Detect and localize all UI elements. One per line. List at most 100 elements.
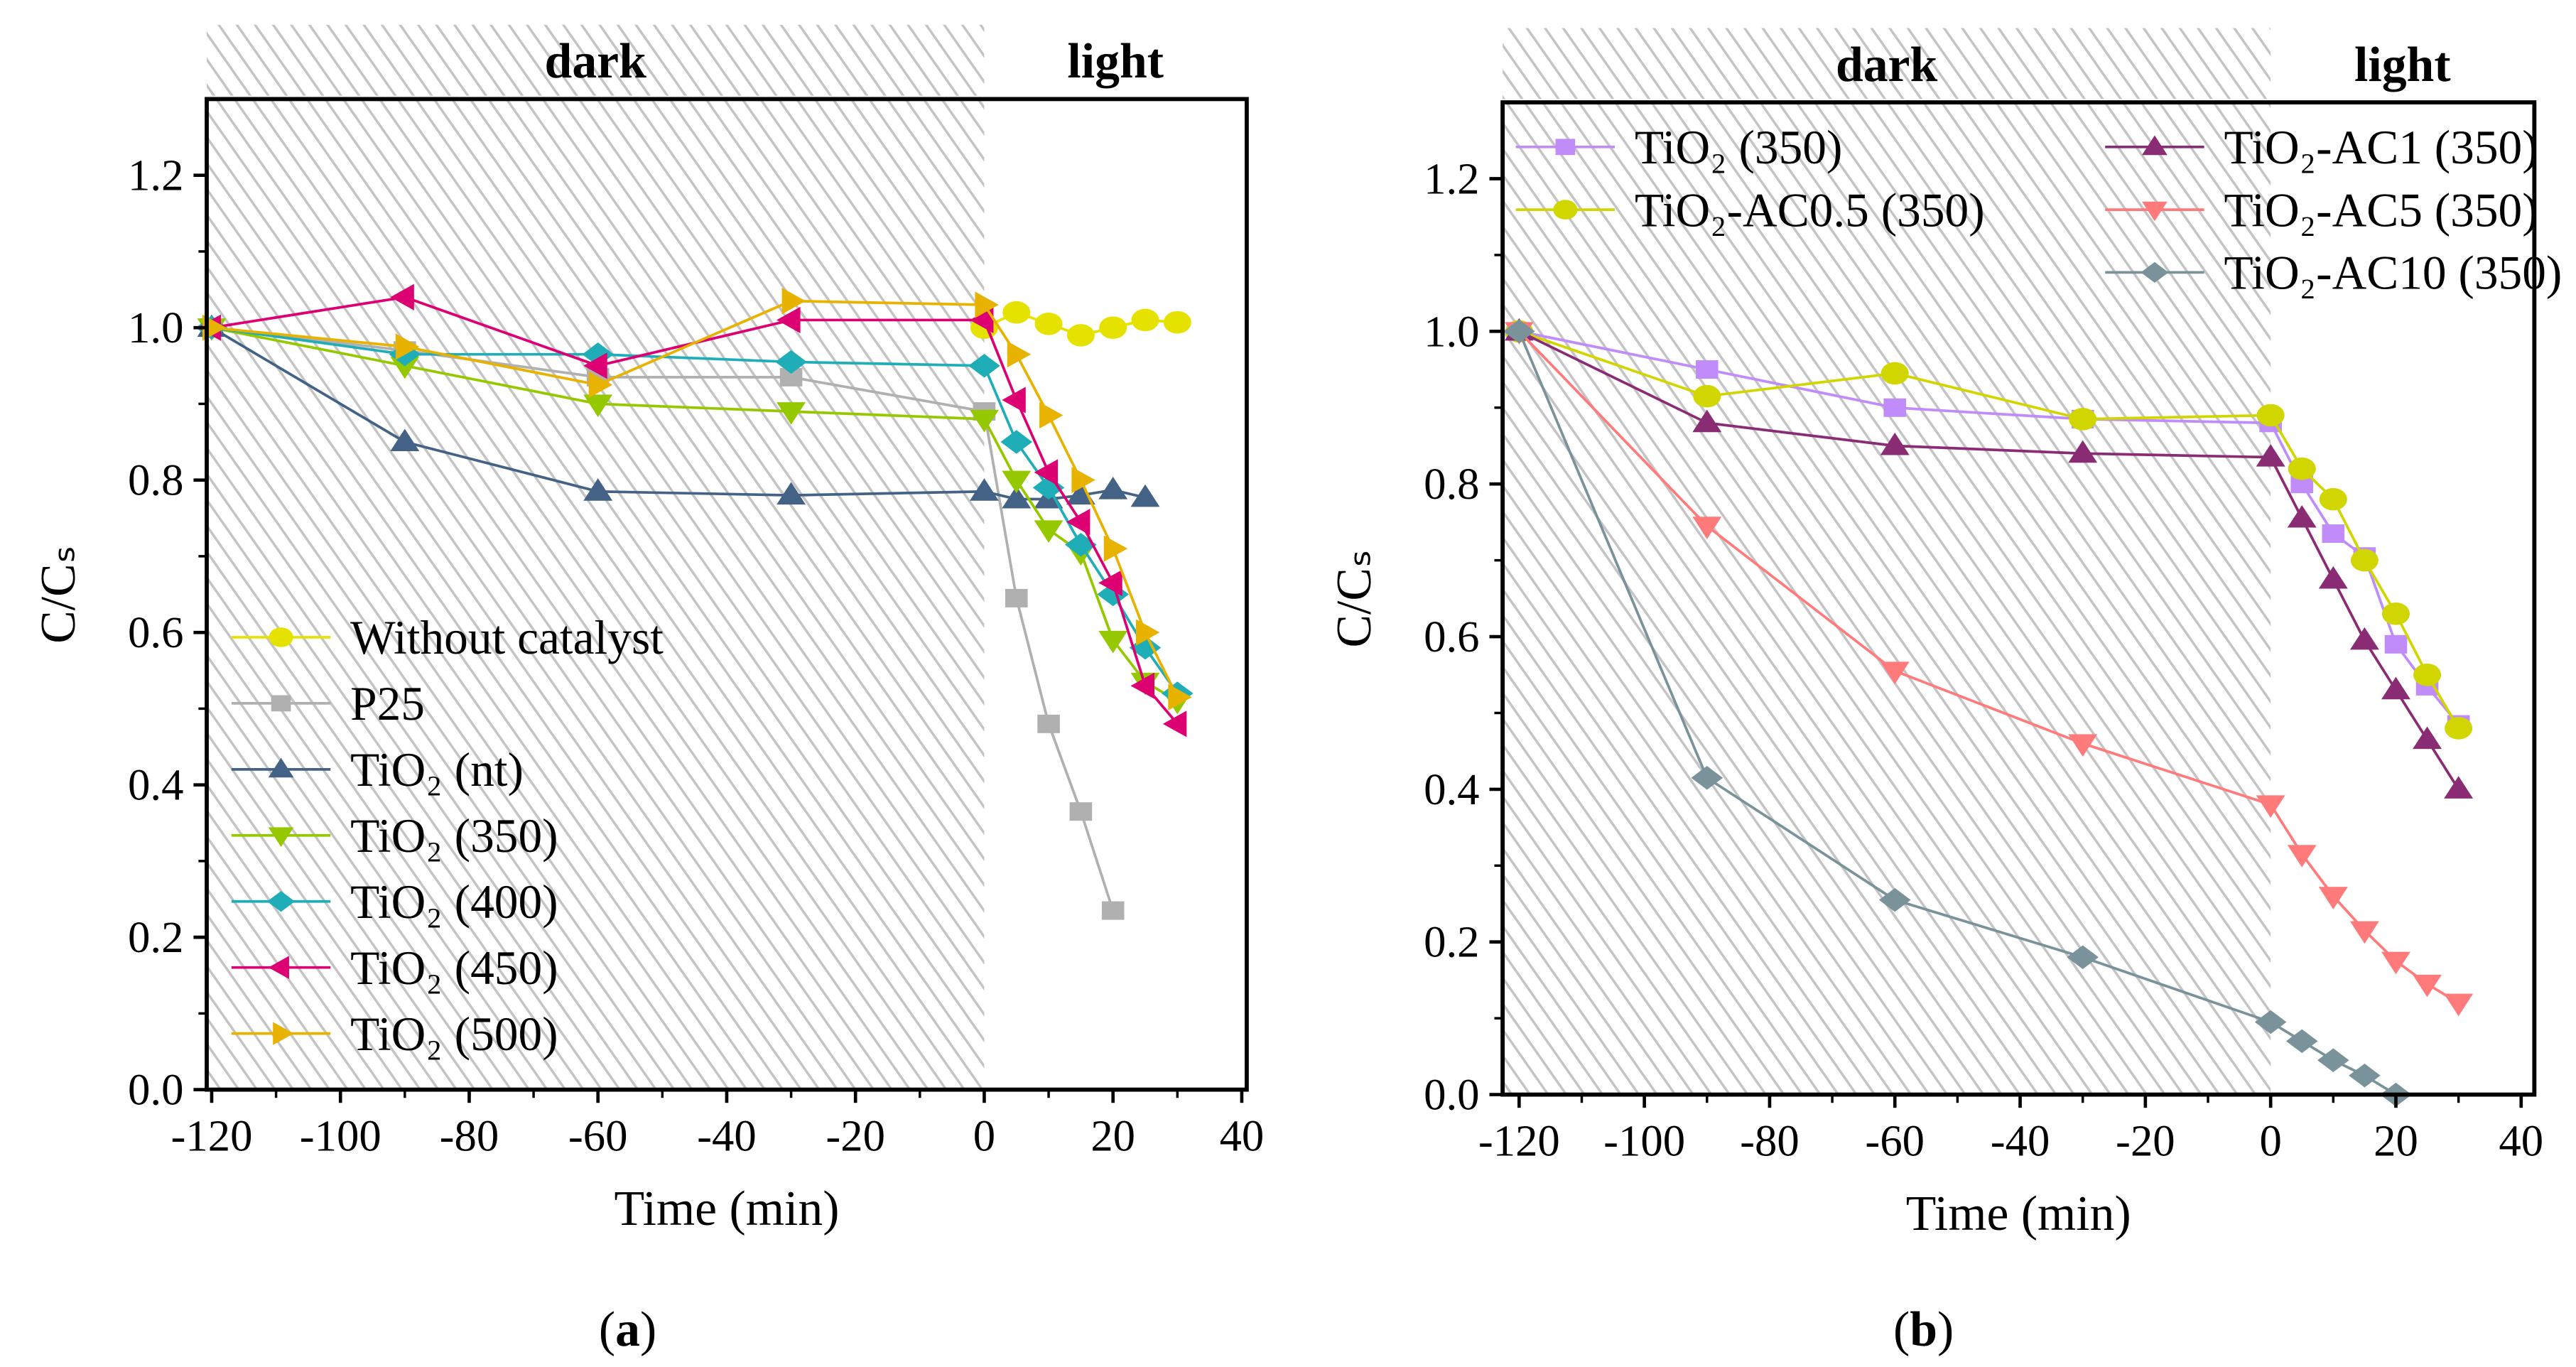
legend-marker: [269, 627, 293, 647]
data-point: [2384, 634, 2408, 654]
data-point: [2444, 993, 2474, 1017]
x-tick-label: -40: [697, 1111, 757, 1161]
data-point: [1098, 630, 1128, 654]
x-tick-label: -20: [2116, 1116, 2175, 1166]
y-tick-label: 1.2: [1424, 153, 1479, 203]
x-tick-label: -40: [1991, 1116, 2050, 1166]
legend-label: TiO₂ (350): [1635, 121, 1842, 174]
data-point: [1692, 517, 1722, 539]
data-point: [1098, 569, 1122, 597]
data-point: [1007, 341, 1032, 368]
data-point: [2349, 627, 2379, 650]
y-tick-label: 1.0: [1424, 306, 1479, 356]
data-point: [1883, 398, 1907, 417]
data-point: [2256, 404, 2285, 427]
data-point: [781, 288, 806, 315]
legend: TiO₂ (350) TiO₂-AC0.5 (350) TiO₂-AC1 (350)…: [1515, 121, 2562, 300]
data-point: [1692, 409, 1722, 433]
data-point: [588, 372, 613, 399]
legend-marker: [267, 891, 296, 912]
data-point: [1098, 477, 1128, 499]
legend-label: TiO₂ (400): [350, 875, 558, 929]
y-tick-label: 1.2: [128, 151, 183, 200]
legend-item: TiO₂-AC10 (350): [2105, 247, 2562, 300]
x-tick-label: 0: [2259, 1116, 2281, 1166]
data-point: [1103, 535, 1128, 562]
data-point: [1002, 485, 1032, 509]
data-point: [1880, 432, 1910, 455]
data-point: [1002, 470, 1032, 494]
legend-item: TiO₂ (500): [231, 1007, 558, 1061]
data-point: [1131, 308, 1159, 332]
data-point: [969, 409, 999, 433]
x-tick-label: -120: [171, 1111, 252, 1161]
legend: Without catalyst P25 TiO₂ (nt) TiO₂ (350) Ti…: [231, 611, 664, 1061]
data-point: [776, 306, 801, 334]
y-tick-label: 0.6: [1424, 612, 1479, 661]
x-tick-label: 20: [2374, 1116, 2418, 1166]
legend-marker: [2142, 135, 2168, 156]
y-tick-label: 0.8: [128, 455, 183, 505]
data-point: [390, 283, 414, 310]
data-point: [2444, 776, 2474, 799]
data-point: [1034, 520, 1064, 543]
y-tick-label: 0.4: [128, 760, 183, 810]
x-axis-label: Time (min): [1906, 1187, 2131, 1241]
data-point: [1693, 384, 1721, 408]
data-point: [1066, 509, 1091, 536]
data-point: [1066, 482, 1095, 505]
legend-label: TiO₂ (350): [350, 809, 558, 863]
x-tick-label: 40: [2499, 1116, 2543, 1166]
data-point: [776, 482, 806, 505]
region-label-dark: dark: [545, 34, 647, 89]
legend-marker: [273, 1022, 294, 1045]
y-axis-label: C/Cₛ: [1327, 549, 1382, 647]
x-tick-label: -80: [440, 1111, 499, 1161]
y-tick-label: 0.2: [128, 912, 183, 962]
legend-label: P25: [350, 677, 425, 730]
data-point: [969, 478, 999, 501]
data-point: [2285, 1029, 2318, 1054]
data-point: [2318, 887, 2348, 909]
data-point: [2256, 795, 2285, 818]
x-tick-label: 0: [973, 1111, 995, 1161]
region-label-dark: dark: [1836, 38, 1938, 92]
data-point: [2413, 663, 2442, 686]
y-axis-label: C/Cₛ: [31, 545, 86, 643]
y-tick-label: 0.8: [1424, 459, 1479, 509]
legend-label: TiO₂ (500): [350, 1007, 558, 1061]
legend-marker: [2141, 261, 2169, 283]
x-tick-label: -100: [1603, 1116, 1685, 1166]
legend-item: TiO₂ (350): [1515, 121, 1842, 174]
data-point: [2381, 951, 2410, 975]
y-tick-label: 0.4: [1424, 764, 1479, 814]
region-label-light: light: [1067, 34, 1164, 89]
data-point: [975, 291, 999, 318]
data-point: [2349, 921, 2379, 944]
data-point: [1878, 887, 1911, 912]
dark-region-shading: [206, 99, 985, 1090]
y-tick-label: 0.0: [1424, 1070, 1479, 1120]
panel-caption: (b): [1893, 1302, 1954, 1357]
chart-panel-b: dark light -120 -100 -80 -60 -40 -20 0 20 40 0.0 0.2…: [1327, 28, 2562, 1357]
x-axis-label: Time (min): [614, 1182, 839, 1236]
data-point: [2067, 945, 2099, 969]
data-point: [1101, 901, 1125, 920]
data-point: [1066, 324, 1095, 347]
legend-label: TiO₂ (nt): [350, 743, 524, 796]
x-tick-label: -80: [1740, 1116, 1800, 1166]
data-point: [2350, 549, 2379, 572]
data-point: [1162, 710, 1187, 737]
data-point: [1695, 360, 1719, 379]
legend-item: TiO₂ (nt): [231, 743, 524, 796]
dark-region-shading: [1503, 102, 2271, 1095]
region-label-light: light: [2354, 38, 2451, 92]
data-point: [1880, 362, 1909, 385]
legend-marker: [268, 757, 294, 778]
data-point: [2256, 444, 2285, 467]
data-point: [1034, 312, 1063, 335]
data-point: [2381, 676, 2410, 700]
data-point: [1039, 401, 1064, 429]
data-point: [2322, 524, 2345, 544]
data-point: [2068, 440, 2098, 463]
